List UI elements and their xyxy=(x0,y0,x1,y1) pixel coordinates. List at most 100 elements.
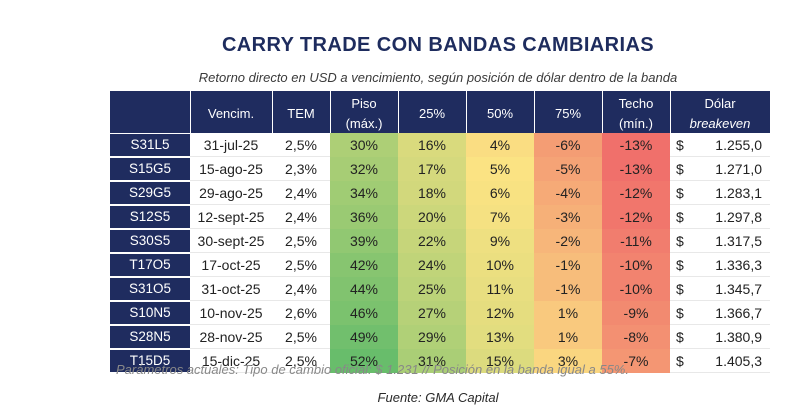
cell-p50: 6% xyxy=(466,180,534,205)
cell-p75: -4% xyxy=(534,180,602,205)
carry-trade-table: Vencim. TEM Piso 25% 50% 75% Techo Dólar… xyxy=(110,91,771,374)
table-row: S15G5 15-ago-25 2,3% 32% 17% 5% -5% -13% $1.271,… xyxy=(110,156,770,182)
cell-vencim: 30-sept-25 xyxy=(190,228,272,253)
cell-tem: 2,4% xyxy=(272,180,330,205)
cell-p25: 24% xyxy=(398,252,466,277)
header-p75: 75% xyxy=(534,91,603,133)
header-row-2: (máx.) (mín.) breakeven xyxy=(110,114,771,133)
table-row: S12S5 12-sept-25 2,4% 36% 20% 7% -3% -12% $1.297… xyxy=(110,204,770,230)
cell-p50: 7% xyxy=(466,204,534,229)
cell-tem: 2,5% xyxy=(272,324,330,349)
cell-dolar-breakeven: $1.345,7 xyxy=(670,276,770,301)
cell-vencim: 31-oct-25 xyxy=(190,276,272,301)
cell-p50: 9% xyxy=(466,228,534,253)
cell-p75: -5% xyxy=(534,156,602,181)
breakeven-value: 1.283,1 xyxy=(715,184,762,201)
breakeven-value: 1.366,7 xyxy=(715,304,762,321)
currency-symbol: $ xyxy=(676,136,684,153)
cell-p75: -2% xyxy=(534,228,602,253)
cell-p50: 5% xyxy=(466,156,534,181)
cell-techo: -12% xyxy=(602,204,670,229)
header-dolar: Dólar xyxy=(670,91,771,114)
cell-ticker: S31O5 xyxy=(110,276,190,302)
cell-tem: 2,5% xyxy=(272,228,330,253)
cell-ticker: T15D5 xyxy=(110,348,190,374)
cell-piso: 32% xyxy=(330,156,398,181)
cell-techo: -12% xyxy=(602,180,670,205)
cell-piso: 52% xyxy=(330,348,398,373)
header-ticker xyxy=(110,91,191,133)
table-row: S29G5 29-ago-25 2,4% 34% 18% 6% -4% -12% $1.283,… xyxy=(110,180,770,206)
cell-techo: -10% xyxy=(602,276,670,301)
header-dolar-sub: breakeven xyxy=(670,114,771,133)
cell-dolar-breakeven: $1.255,0 xyxy=(670,133,770,157)
cell-vencim: 17-oct-25 xyxy=(190,252,272,277)
cell-techo: -9% xyxy=(602,300,670,325)
cell-dolar-breakeven: $1.336,3 xyxy=(670,252,770,277)
table-row: S10N5 10-nov-25 2,6% 46% 27% 12% 1% -9% $1.366,7 xyxy=(110,300,770,326)
cell-vencim: 15-dic-25 xyxy=(190,348,272,373)
cell-ticker: S31L5 xyxy=(110,132,190,158)
cell-vencim: 15-ago-25 xyxy=(190,156,272,181)
cell-techo: -7% xyxy=(602,348,670,373)
cell-tem: 2,5% xyxy=(272,348,330,373)
cell-piso: 44% xyxy=(330,276,398,301)
header-tem: TEM xyxy=(272,91,331,133)
breakeven-value: 1.255,0 xyxy=(715,136,762,153)
table-row: S28N5 28-nov-25 2,5% 49% 29% 13% 1% -8% $1.380,9 xyxy=(110,324,770,350)
header-techo-sub: (mín.) xyxy=(602,114,671,133)
cell-ticker: T17O5 xyxy=(110,252,190,278)
cell-ticker: S30S5 xyxy=(110,228,190,254)
cell-techo: -13% xyxy=(602,133,670,157)
parameters-note: Parámetros actuales: Tipo de cambio ofic… xyxy=(116,362,629,377)
cell-dolar-breakeven: $1.317,5 xyxy=(670,228,770,253)
cell-dolar-breakeven: $1.366,7 xyxy=(670,300,770,325)
table-body: S31L5 31-jul-25 2,5% 30% 16% 4% -6% -13% $1.255,… xyxy=(110,132,770,374)
cell-p25: 17% xyxy=(398,156,466,181)
cell-techo: -11% xyxy=(602,228,670,253)
breakeven-value: 1.336,3 xyxy=(715,256,762,273)
currency-symbol: $ xyxy=(676,208,684,225)
currency-symbol: $ xyxy=(676,184,684,201)
cell-p25: 31% xyxy=(398,348,466,373)
table-row: S31O5 31-oct-25 2,4% 44% 25% 11% -1% -10% $1.345… xyxy=(110,276,770,302)
cell-p50: 10% xyxy=(466,252,534,277)
cell-tem: 2,4% xyxy=(272,276,330,301)
table-row: S30S5 30-sept-25 2,5% 39% 22% 9% -2% -11% $1.317… xyxy=(110,228,770,254)
cell-p50: 13% xyxy=(466,324,534,349)
header-vencim: Vencim. xyxy=(190,91,273,133)
cell-dolar-breakeven: $1.380,9 xyxy=(670,324,770,349)
page-title: CARRY TRADE CON BANDAS CAMBIARIAS xyxy=(221,34,655,56)
currency-symbol: $ xyxy=(676,328,684,345)
cell-p25: 16% xyxy=(398,133,466,157)
breakeven-value: 1.317,5 xyxy=(715,232,762,249)
cell-p50: 11% xyxy=(466,276,534,301)
breakeven-value: 1.380,9 xyxy=(715,328,762,345)
cell-ticker: S15G5 xyxy=(110,156,190,182)
currency-symbol: $ xyxy=(676,160,684,177)
cell-p25: 25% xyxy=(398,276,466,301)
cell-dolar-breakeven: $1.271,0 xyxy=(670,156,770,181)
cell-p75: 3% xyxy=(534,348,602,373)
cell-vencim: 29-ago-25 xyxy=(190,180,272,205)
breakeven-value: 1.405,3 xyxy=(715,352,762,369)
cell-p25: 27% xyxy=(398,300,466,325)
currency-symbol: $ xyxy=(676,352,684,369)
cell-dolar-breakeven: $1.297,8 xyxy=(670,204,770,229)
cell-tem: 2,6% xyxy=(272,300,330,325)
cell-p75: 1% xyxy=(534,300,602,325)
cell-piso: 39% xyxy=(330,228,398,253)
cell-dolar-breakeven: $1.283,1 xyxy=(670,180,770,205)
currency-symbol: $ xyxy=(676,304,684,321)
cell-p75: -1% xyxy=(534,276,602,301)
currency-symbol: $ xyxy=(676,256,684,273)
cell-p75: -1% xyxy=(534,252,602,277)
cell-p50: 12% xyxy=(466,300,534,325)
cell-ticker: S28N5 xyxy=(110,324,190,350)
cell-p25: 22% xyxy=(398,228,466,253)
cell-p75: -3% xyxy=(534,204,602,229)
cell-dolar-breakeven: $1.405,3 xyxy=(670,348,770,373)
cell-techo: -13% xyxy=(602,156,670,181)
cell-vencim: 31-jul-25 xyxy=(190,133,272,157)
table-row: T15D5 15-dic-25 2,5% 52% 31% 15% 3% -7% $1.405,3 xyxy=(110,348,770,374)
